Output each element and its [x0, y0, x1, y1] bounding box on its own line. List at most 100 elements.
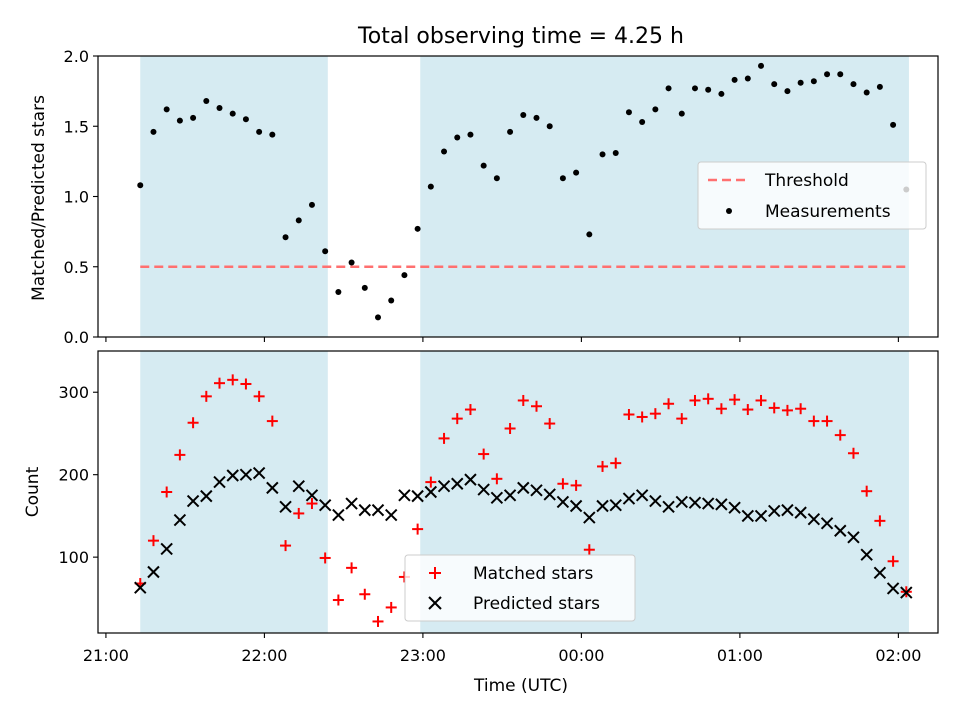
matched-stars-point: [306, 498, 318, 510]
measurement-point: [612, 149, 619, 156]
predicted-stars-point: [675, 495, 688, 509]
matched-stars-point: [293, 507, 305, 519]
predicted-stars-point: [147, 565, 160, 579]
predicted-stars-point: [437, 480, 451, 493]
measurement-point: [190, 114, 197, 121]
measurement-point: [731, 76, 738, 83]
predicted-stars-point: [134, 581, 147, 594]
measurement-point: [890, 121, 897, 128]
matched-stars-point: [623, 408, 635, 420]
matched-stars-point: [504, 423, 516, 435]
legend-predicted-stars-label: Predicted stars: [473, 594, 600, 614]
measurement-point: [559, 175, 566, 182]
predicted-stars-point: [411, 489, 424, 503]
measurement-point: [824, 71, 831, 78]
predicted-stars-point: [886, 582, 900, 595]
predicted-stars-point: [517, 481, 530, 495]
predicted-stars-point: [239, 468, 253, 481]
measurement-point: [256, 128, 263, 135]
matched-stars-point: [663, 398, 675, 410]
measurement-point: [137, 182, 144, 189]
matched-stars-point: [517, 394, 529, 406]
bottom-plot: 100 200 300 21:00 22:00 23:00 00:00 01:00 02:00 M…: [58, 350, 939, 665]
matched-stars-point: [702, 393, 714, 405]
top-y-tick-label: 1.0: [64, 188, 89, 207]
predicted-stars-point: [292, 480, 305, 493]
bottom-y-tick-label: 300: [58, 383, 89, 402]
matched-stars-point: [425, 476, 437, 488]
measurement-point: [586, 231, 593, 238]
top-legend-box: [697, 161, 927, 230]
predicted-stars-point: [200, 489, 213, 503]
matched-stars-point: [491, 473, 503, 485]
top-legend: Threshold Measurements: [697, 161, 927, 230]
measurement-point: [242, 116, 249, 123]
legend-predicted-stars-swatch: [428, 596, 442, 610]
matched-stars-point: [266, 415, 278, 427]
measurement-point: [361, 284, 368, 291]
predicted-stars-point: [305, 489, 319, 502]
predicted-stars-point: [345, 497, 358, 510]
predicted-stars-point: [794, 506, 807, 519]
predicted-stars-point: [371, 503, 385, 517]
predicted-stars-point: [820, 517, 834, 530]
measurement-point: [520, 112, 527, 119]
matched-stars-point: [689, 394, 701, 406]
measurement-point: [507, 128, 514, 135]
measurement-point: [652, 106, 659, 113]
measurement-point: [665, 85, 672, 92]
x-tick-label: 21:00: [83, 646, 129, 665]
measurement-point: [863, 89, 870, 96]
matched-stars-point: [583, 544, 595, 556]
x-tick-label: 00:00: [558, 646, 604, 665]
top-y-tick-label: 0.0: [64, 328, 89, 347]
predicted-stars-point: [318, 498, 332, 512]
predicted-stars-point: [569, 499, 583, 513]
measurement-point: [876, 83, 883, 90]
measurement-point: [322, 248, 329, 255]
measurement-point: [150, 128, 157, 135]
measurement-point: [269, 131, 276, 138]
measurement-point: [639, 119, 646, 126]
top-y-axis-label: Matched/Predicted stars: [29, 95, 49, 301]
matched-stars-point: [438, 432, 450, 444]
measurement-point: [573, 169, 580, 176]
matched-stars-point: [187, 417, 199, 429]
matched-stars-point: [372, 615, 384, 627]
predicted-stars-point: [424, 485, 438, 499]
measurement-point: [480, 162, 487, 169]
predicted-stars-point: [398, 489, 411, 502]
chart-title: Total observing time = 4.25 h: [357, 24, 684, 49]
matched-stars-point: [781, 404, 793, 416]
matched-stars-point: [570, 479, 582, 491]
legend-threshold-label: Threshold: [764, 171, 849, 191]
measurement-point: [837, 71, 844, 78]
predicted-stars-point: [728, 501, 741, 514]
top-y-tick-label: 2.0: [64, 47, 89, 66]
predicted-stars-point: [649, 494, 662, 508]
x-tick-label: 01:00: [717, 646, 763, 665]
matched-stars-point: [834, 429, 846, 441]
matched-stars-point: [451, 413, 463, 425]
matched-stars-point: [676, 413, 688, 425]
predicted-stars-point: [503, 489, 517, 502]
matched-stars-point: [821, 415, 833, 427]
matched-stars-point: [544, 418, 556, 430]
predicted-stars-point: [266, 481, 279, 495]
matched-stars-point: [795, 403, 807, 415]
measurement-point: [533, 114, 540, 121]
bottom-legend-box: [404, 554, 636, 622]
predicted-stars-point: [385, 508, 398, 522]
predicted-stars-point: [662, 500, 675, 514]
measurement-point: [691, 85, 698, 92]
measurement-point: [810, 78, 817, 85]
predicted-stars-point: [741, 509, 755, 523]
predicted-stars-point: [332, 508, 345, 522]
measurement-point: [229, 110, 236, 117]
measurement-point: [203, 97, 210, 104]
top-plot: 0.0 0.5 1.0 1.5 2.0 Threshold Measurements: [64, 47, 939, 347]
matched-stars-point: [530, 400, 542, 412]
measurement-point: [599, 151, 606, 158]
matched-stars-point: [887, 555, 899, 567]
measurement-point: [388, 297, 395, 304]
